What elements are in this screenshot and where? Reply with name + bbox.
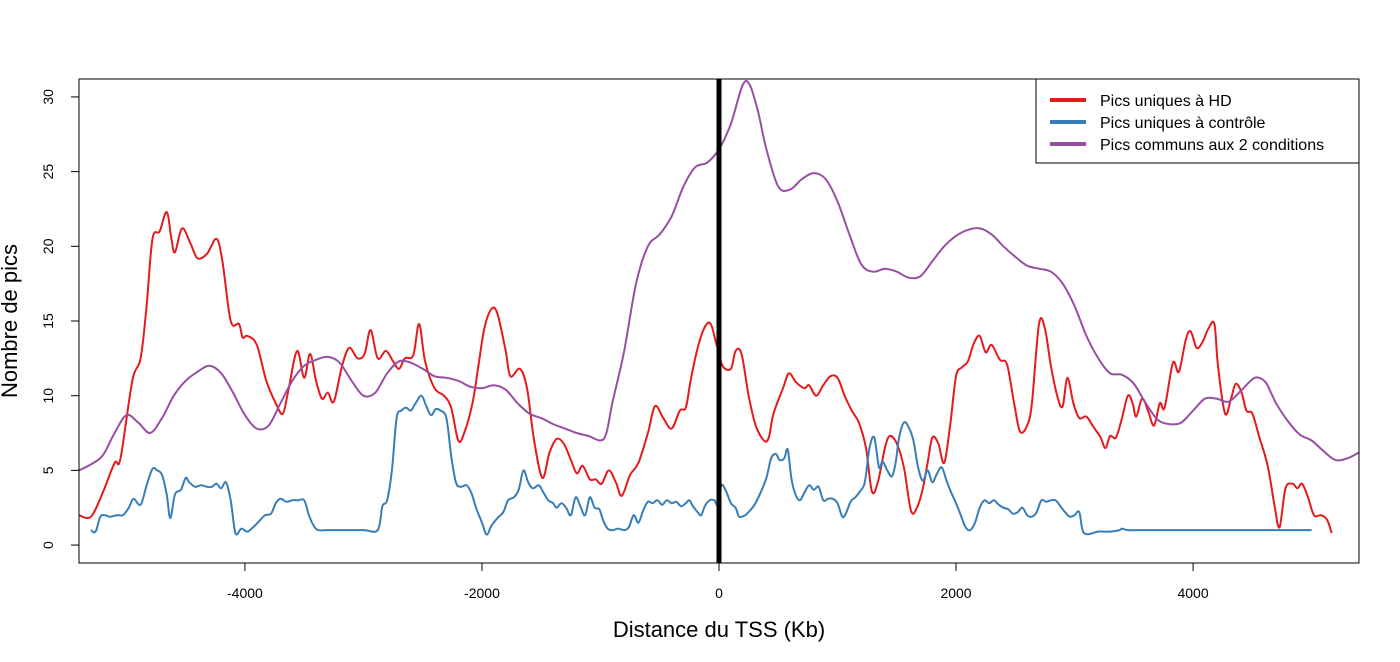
y-axis: 0 5 10 15 20 25 30	[40, 89, 79, 549]
y-tick-label: 25	[40, 164, 56, 180]
y-tick-label: 10	[40, 388, 56, 404]
x-tick-label: -4000	[227, 585, 263, 601]
legend-box	[1035, 78, 1360, 164]
y-tick-label: 15	[40, 313, 56, 329]
series-layer	[79, 79, 1359, 536]
series-line-2	[90, 394, 1312, 536]
x-axis: -4000 -2000 0 2000 4000	[227, 563, 1209, 601]
legend-label: Pics uniques à HD	[1100, 93, 1232, 110]
x-tick-label: 4000	[1177, 585, 1208, 601]
x-tick-label: 2000	[940, 585, 971, 601]
legend-label: Pics uniques à contrôle	[1100, 115, 1266, 132]
y-axis-title: Nombre de pics	[0, 244, 22, 398]
y-tick-label: 30	[40, 89, 56, 105]
legend: Pics uniques à HD Pics uniques à contrôle…	[1035, 78, 1360, 164]
y-tick-label: 5	[40, 466, 56, 474]
x-tick-label: -2000	[464, 585, 500, 601]
series-line-3	[79, 79, 1359, 472]
legend-label: Pics communs aux 2 conditions	[1100, 137, 1324, 154]
y-tick-label: 0	[40, 541, 56, 549]
x-tick-label: 0	[715, 585, 723, 601]
y-tick-label: 20	[40, 238, 56, 254]
x-axis-title: Distance du TSS (Kb)	[613, 617, 825, 642]
series-line-1	[79, 210, 1333, 534]
